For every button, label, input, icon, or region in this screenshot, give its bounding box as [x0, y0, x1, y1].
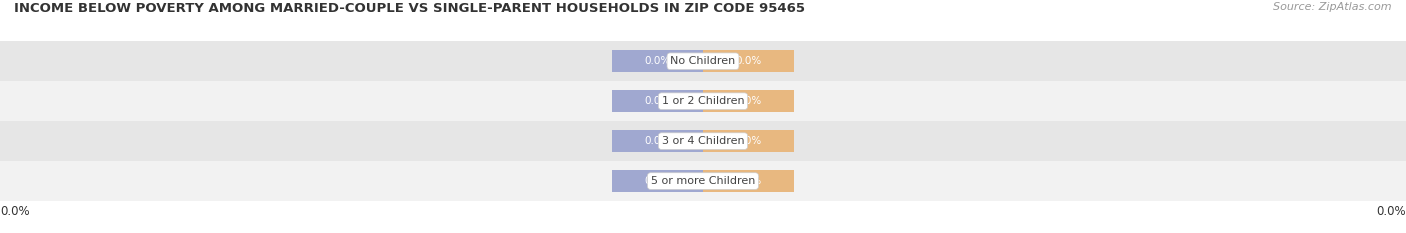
Text: 0.0%: 0.0%: [735, 176, 762, 186]
Bar: [612, 170, 703, 192]
Bar: [612, 50, 703, 72]
Text: No Children: No Children: [671, 56, 735, 66]
Text: 0.0%: 0.0%: [1376, 205, 1406, 218]
Bar: [612, 90, 703, 112]
Bar: [703, 50, 794, 72]
Bar: [0, 81, 1406, 121]
Bar: [703, 90, 794, 112]
Text: 0.0%: 0.0%: [735, 56, 762, 66]
Text: 0.0%: 0.0%: [644, 96, 671, 106]
Bar: [612, 130, 703, 152]
Text: 0.0%: 0.0%: [735, 136, 762, 146]
Text: 1 or 2 Children: 1 or 2 Children: [662, 96, 744, 106]
Text: 0.0%: 0.0%: [644, 56, 671, 66]
Text: 0.0%: 0.0%: [735, 96, 762, 106]
Bar: [0, 121, 1406, 161]
Text: Source: ZipAtlas.com: Source: ZipAtlas.com: [1274, 2, 1392, 12]
Bar: [703, 130, 794, 152]
Text: 0.0%: 0.0%: [644, 176, 671, 186]
Text: INCOME BELOW POVERTY AMONG MARRIED-COUPLE VS SINGLE-PARENT HOUSEHOLDS IN ZIP COD: INCOME BELOW POVERTY AMONG MARRIED-COUPL…: [14, 2, 806, 15]
Bar: [703, 170, 794, 192]
Text: 3 or 4 Children: 3 or 4 Children: [662, 136, 744, 146]
Text: 0.0%: 0.0%: [644, 136, 671, 146]
Bar: [0, 41, 1406, 81]
Bar: [0, 161, 1406, 201]
Text: 0.0%: 0.0%: [0, 205, 30, 218]
Text: 5 or more Children: 5 or more Children: [651, 176, 755, 186]
